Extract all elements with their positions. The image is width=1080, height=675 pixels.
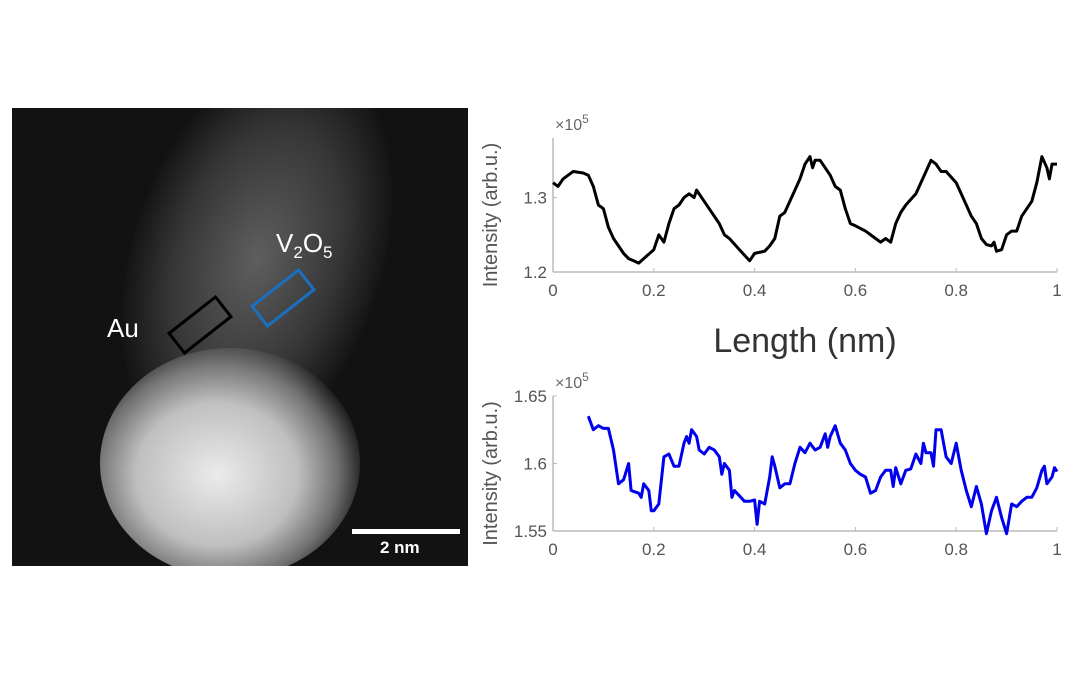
v2o5-label: V2O5: [276, 228, 333, 263]
x-tick-label: 0.8: [944, 281, 968, 300]
exponent-base: ×10: [555, 375, 582, 392]
exponent-power: 5: [582, 112, 589, 126]
exponent-base: ×10: [555, 117, 582, 134]
x-tick-label: 0.6: [844, 281, 868, 300]
exponent-label: ×105: [555, 370, 589, 392]
au-label: Au: [107, 313, 139, 343]
x-tick-label: 0: [548, 540, 557, 559]
scale-bar-label: 2 nm: [380, 538, 420, 557]
x-tick-label: 1: [1052, 281, 1061, 300]
exponent-power: 5: [582, 370, 589, 384]
y-tick-label: 1.65: [514, 387, 547, 406]
x-tick-label: 0.2: [642, 281, 666, 300]
v2o5-o: O: [302, 228, 324, 258]
scale-bar: [352, 529, 460, 534]
x-tick-label: 0.2: [642, 540, 666, 559]
y-axis-label: Intensity (arb.u.): [480, 401, 502, 546]
y-tick-label: 1.3: [523, 189, 547, 208]
stem-micrograph: Au V2O5 2 nm: [12, 108, 468, 566]
chart-1: 0 0.2 0.4 0.6 0.8 1 1.2 1.3 ×105 Intensity (arb.u…: [480, 112, 1062, 300]
v2o5-v: V: [276, 228, 294, 258]
v2o5-sub2: 2: [293, 243, 303, 263]
x-tick-label: 0.8: [944, 540, 968, 559]
x-tick-label: 0.6: [844, 540, 868, 559]
chart-2: 0 0.2 0.4 0.6 0.8 1 1.55 1.6 1.65 ×105 Intensity (…: [480, 370, 1062, 559]
y-tick-label: 1.2: [523, 263, 547, 282]
shared-x-axis-label: Length (nm): [713, 322, 896, 360]
y-tick-label: 1.55: [514, 522, 547, 541]
x-tick-label: 0: [548, 281, 557, 300]
exponent-label: ×105: [555, 112, 589, 134]
series-line: [586, 415, 1059, 536]
y-tick-label: 1.6: [523, 455, 547, 474]
x-tick-label: 0.4: [743, 281, 767, 300]
series-line: [552, 155, 1057, 265]
y-axis-label: Intensity (arb.u.): [480, 143, 502, 288]
x-tick-label: 1: [1052, 540, 1061, 559]
x-tick-label: 0.4: [743, 540, 767, 559]
au-particle: [100, 348, 360, 566]
v2o5-sub5: 5: [323, 243, 333, 263]
